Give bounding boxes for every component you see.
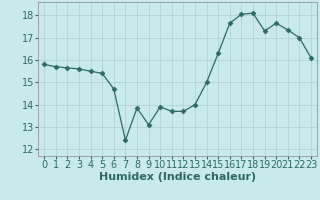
X-axis label: Humidex (Indice chaleur): Humidex (Indice chaleur) xyxy=(99,172,256,182)
